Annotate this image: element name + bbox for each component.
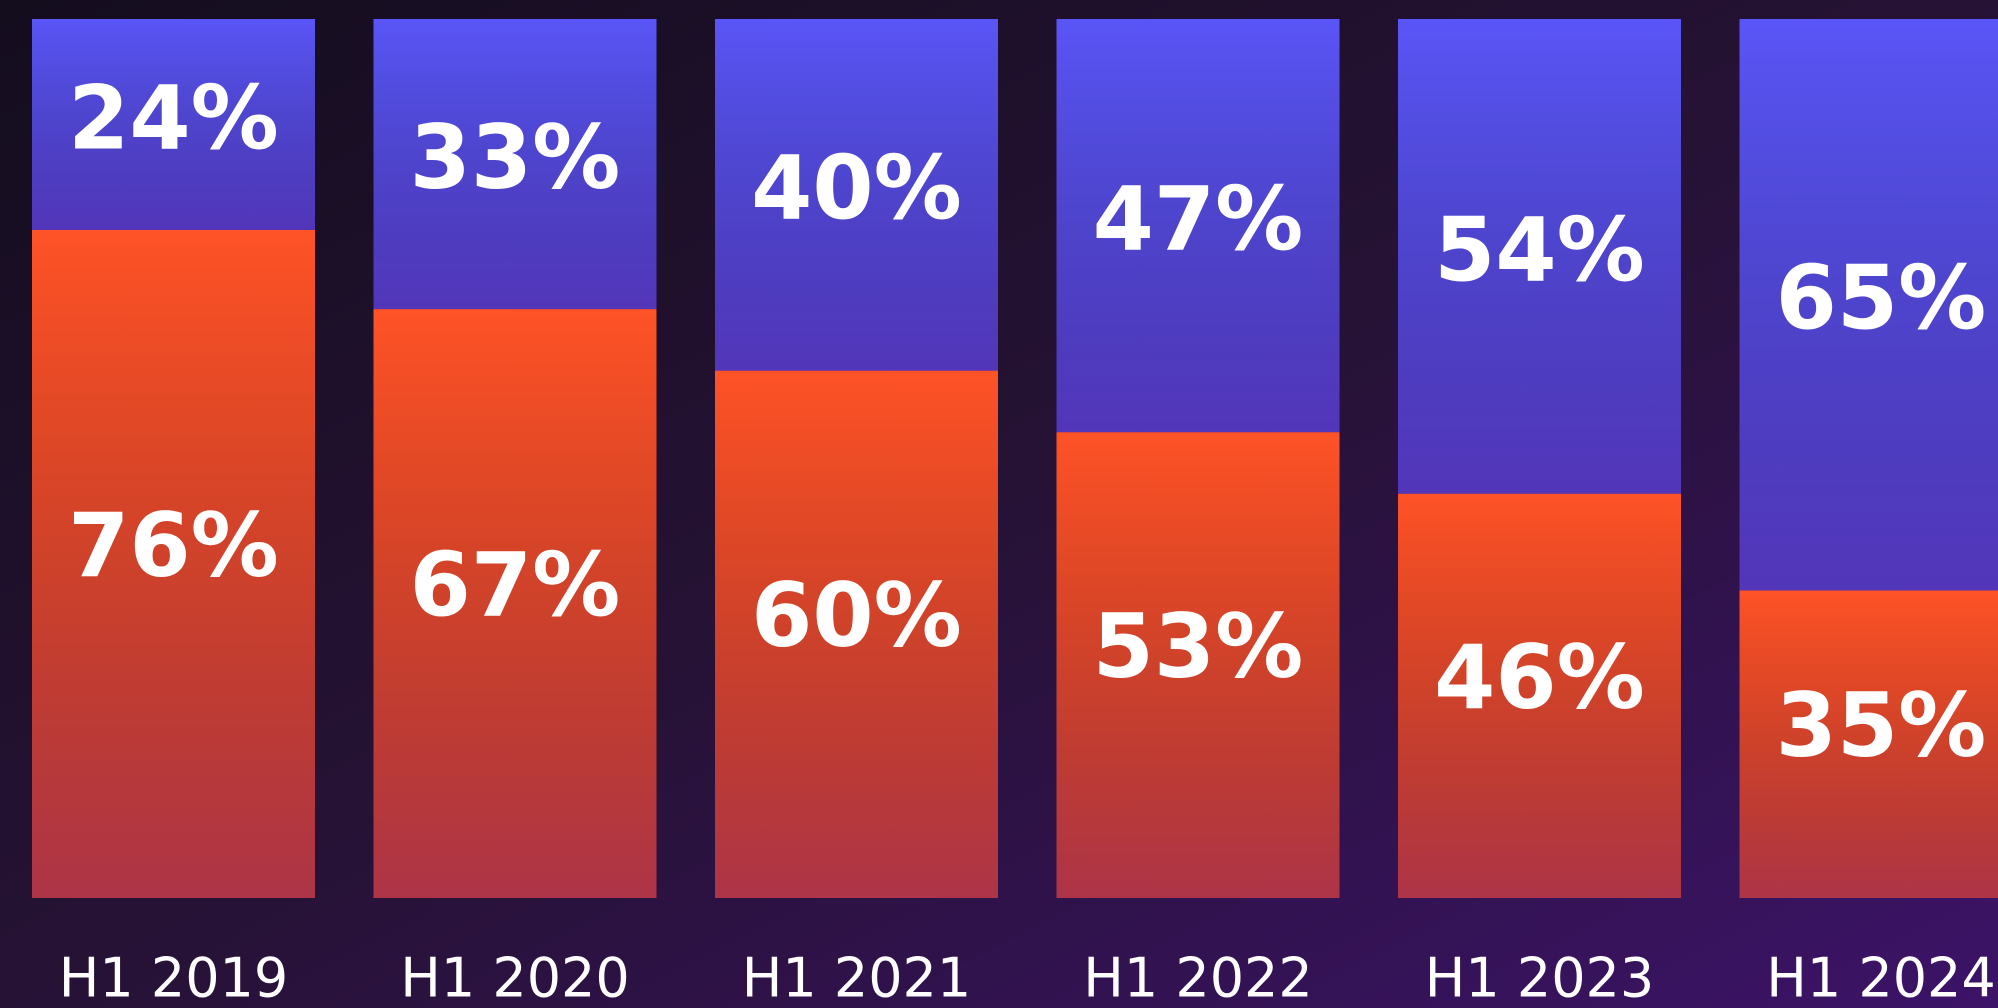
- value-label: 53%: [1093, 595, 1304, 698]
- bar-shade: [1398, 19, 1681, 494]
- value-label: 47%: [1093, 167, 1304, 270]
- value-label: 40%: [751, 137, 962, 240]
- bar-shade: [1739, 590, 1998, 898]
- value-label: 60%: [751, 564, 962, 667]
- value-label: 33%: [410, 106, 621, 209]
- bar-shade: [32, 229, 315, 898]
- bar-shade: [715, 370, 998, 899]
- x-tick-label: H1 2019: [59, 947, 289, 1008]
- value-label: 67%: [410, 533, 621, 636]
- bar-shade: [373, 309, 657, 898]
- x-tick-label: H1 2022: [1083, 947, 1313, 1008]
- value-label: 65%: [1776, 247, 1987, 350]
- bar-shade: [1056, 19, 1340, 433]
- bar-shade: [32, 19, 315, 230]
- bar-shade: [1739, 19, 1998, 591]
- value-label: 46%: [1434, 626, 1645, 729]
- x-tick-label: H1 2023: [1425, 947, 1655, 1008]
- bar-shade: [1056, 432, 1340, 898]
- bar-shade: [1398, 493, 1681, 898]
- x-tick-label: H1 2020: [400, 947, 630, 1008]
- value-label: 54%: [1434, 198, 1645, 301]
- value-label: 24%: [68, 66, 279, 169]
- value-label: 76%: [68, 494, 279, 597]
- x-tick-label: H1 2021: [742, 947, 972, 1008]
- bar-shade: [373, 19, 657, 310]
- bar-shade: [715, 19, 998, 371]
- x-tick-label: H1 2024: [1766, 947, 1996, 1008]
- value-label: 35%: [1776, 674, 1987, 777]
